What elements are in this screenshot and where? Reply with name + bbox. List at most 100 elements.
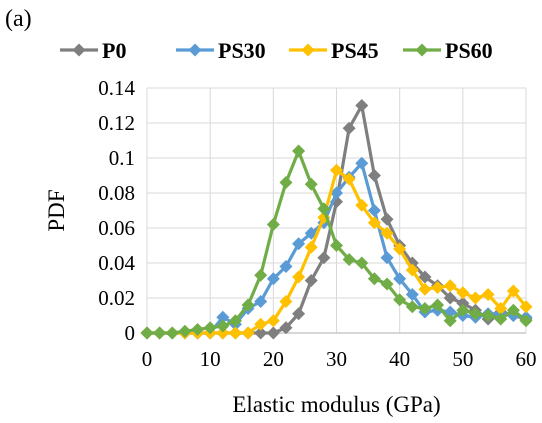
data-point: [292, 307, 306, 321]
plot-series: [140, 99, 533, 340]
data-point: [191, 323, 205, 336]
data-point: [468, 291, 482, 305]
data-point: [254, 295, 268, 308]
y-tick-label: 0.02: [98, 286, 135, 310]
data-point: [506, 303, 520, 317]
data-point: [418, 270, 432, 284]
data-point: [140, 326, 154, 340]
data-point: [405, 300, 419, 314]
data-point: [254, 317, 268, 331]
data-point: [481, 288, 495, 301]
y-tick-label: 0.14: [98, 76, 135, 100]
data-point: [228, 326, 242, 340]
series-ps60: [140, 144, 533, 340]
data-point: [355, 99, 369, 112]
data-point: [456, 303, 470, 317]
data-point: [355, 156, 369, 170]
data-point: [355, 256, 369, 270]
legend-label: PS45: [331, 38, 379, 63]
legend-item: P0: [60, 38, 126, 63]
data-point: [254, 268, 268, 282]
data-point: [494, 302, 508, 315]
data-point: [405, 263, 419, 277]
data-point: [456, 296, 470, 310]
data-point: [380, 277, 394, 291]
data-point: [304, 177, 318, 191]
data-point: [443, 314, 457, 328]
data-point: [418, 282, 432, 296]
x-tick-label: 0: [142, 347, 153, 371]
data-point: [342, 172, 356, 186]
data-point: [241, 326, 255, 340]
data-point: [292, 270, 306, 284]
data-point: [266, 272, 280, 286]
data-point: [443, 279, 457, 293]
data-point: [418, 302, 432, 315]
tick-labels: 0 10 20 30 40 50 60 0 0.02 0.04 0.06 0.08 0.1 0.12 0.1…: [98, 76, 536, 371]
y-axis-label: PDF: [44, 189, 69, 231]
data-point: [228, 314, 242, 328]
data-point: [431, 298, 445, 312]
data-point: [266, 314, 280, 328]
data-point: [468, 307, 482, 321]
y-tick-label: 0.12: [98, 111, 135, 135]
x-tick-label: 50: [452, 347, 473, 371]
data-point: [393, 272, 407, 286]
data-point: [519, 300, 533, 314]
data-point: [317, 251, 331, 265]
data-point: [355, 198, 369, 212]
data-point: [317, 202, 331, 216]
data-point: [279, 260, 293, 273]
data-point: [380, 251, 394, 265]
data-point: [393, 242, 407, 256]
data-point: [304, 274, 318, 287]
data-point: [279, 321, 293, 335]
legend-marker: [301, 43, 315, 57]
legend-label: P0: [102, 38, 126, 63]
legend-label: PS60: [445, 38, 493, 63]
x-tick-label: 60: [516, 347, 537, 371]
y-tick-label: 0.06: [98, 216, 135, 240]
data-point: [367, 272, 381, 286]
data-point: [380, 212, 394, 226]
data-point: [330, 186, 343, 200]
legend-marker: [188, 43, 202, 57]
data-point: [494, 312, 508, 326]
data-point: [203, 321, 217, 335]
x-axis-label: Elastic modulus (GPa): [232, 392, 440, 417]
data-point: [367, 216, 381, 230]
y-tick-label: 0: [125, 321, 136, 345]
panel-label: (a): [5, 6, 32, 32]
data-point: [153, 326, 167, 340]
legend-item: PS30: [176, 38, 266, 63]
legend-marker: [415, 43, 429, 57]
y-tick-label: 0.04: [98, 251, 135, 275]
data-point: [367, 204, 381, 217]
data-point: [292, 237, 306, 251]
legend-item: PS60: [403, 38, 493, 63]
legend-item: PS45: [289, 38, 379, 63]
data-point: [241, 298, 255, 312]
data-point: [519, 314, 533, 328]
data-point: [330, 239, 343, 252]
data-point: [165, 326, 179, 340]
x-tick-label: 20: [263, 347, 284, 371]
data-point: [431, 281, 445, 294]
data-point: [443, 291, 457, 305]
data-point: [304, 240, 318, 254]
data-point: [506, 284, 520, 298]
data-point: [279, 295, 293, 308]
data-point: [456, 286, 470, 300]
legend-marker: [72, 43, 86, 57]
legend: P0 PS30 PS45 PS60: [60, 38, 493, 63]
data-point: [216, 310, 230, 324]
x-tick-label: 40: [389, 347, 410, 371]
y-tick-label: 0.08: [98, 181, 135, 205]
data-point: [216, 326, 230, 340]
data-point: [405, 288, 419, 301]
data-point: [178, 324, 192, 338]
data-point: [481, 309, 495, 322]
data-point: [367, 169, 381, 182]
y-tick-label: 0.1: [109, 146, 135, 170]
x-tick-label: 10: [200, 347, 221, 371]
